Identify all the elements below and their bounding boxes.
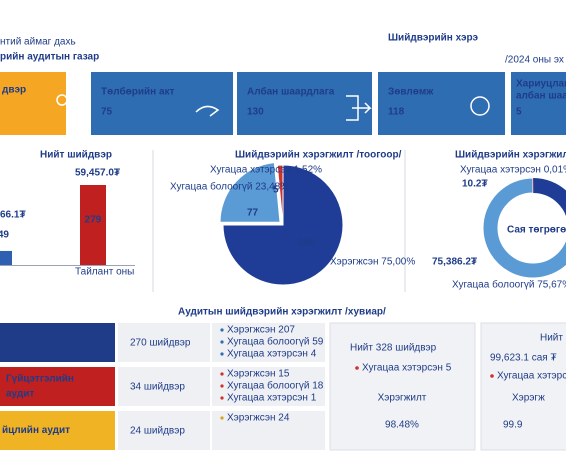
bullet — [220, 384, 224, 388]
kpi-label: Албан шаардлага — [247, 86, 335, 98]
org-line: нтий аймаг дахь — [0, 37, 76, 48]
summary-total: Нийт — [540, 333, 563, 344]
kpi-value: 118 — [388, 107, 405, 118]
icon — [195, 105, 220, 117]
subtitle: /2024 оны эх — [505, 55, 564, 66]
kpi-card — [511, 72, 566, 135]
donut-slice — [533, 178, 534, 194]
kpi-label: албан шаар — [516, 90, 566, 102]
slice-label: Хугацаа хэтэрсэн 1,52% — [210, 165, 322, 176]
row-item: Хэрэгжсэн 15 — [227, 369, 290, 380]
bar-count: 279 — [85, 215, 102, 226]
slice-label: Хугацаа болоогүй 75,67% — [452, 279, 566, 291]
row-items-bg — [212, 411, 325, 450]
bullet — [220, 416, 224, 420]
row-items-bg — [212, 323, 325, 362]
summary-rate: 99.9 — [503, 420, 523, 431]
summary-total: Нийт 328 шийдвэр — [350, 343, 437, 354]
row-name: аудит — [6, 389, 34, 400]
bar — [0, 250, 12, 265]
pie-slice — [222, 164, 344, 286]
summary-overdue: Хугацаа хэтэрсэн 5 — [362, 363, 452, 374]
row-item: Хэрэгжсэн 207 — [227, 325, 295, 336]
kpi-value: 130 — [247, 107, 264, 118]
row-count-bg — [118, 367, 210, 406]
kpi-label: двэр — [2, 85, 26, 96]
row-name: анхүүгийн аудит — [2, 337, 84, 348]
slice-label: Хэрэгжсэн 75,00% — [330, 257, 415, 268]
chart-title: Шийдвэрийн хэрэгжилт /тоогоор/ — [235, 150, 402, 161]
kpi-card — [378, 72, 505, 135]
summary-overdue: Хугацаа хэтэрс — [497, 371, 566, 382]
kpi-label: Төлбөрийн акт — [101, 86, 175, 98]
bullet — [490, 374, 494, 378]
kpi-card — [237, 72, 372, 135]
donut-center: Сая төгрөгөөр — [507, 225, 566, 236]
org-line: рийн аудитын газар — [0, 52, 99, 63]
summary-rate-label: Хэрэгж — [512, 393, 545, 404]
slice-value: 77 — [247, 208, 259, 219]
title: Шийдвэрийн хэрэ — [388, 33, 479, 44]
icon — [470, 96, 490, 116]
kpi-value: 5 — [516, 107, 522, 118]
kpi-card — [91, 72, 233, 135]
slice-amount: 10.2₮ — [462, 179, 488, 190]
bullet — [220, 352, 224, 356]
donut-slice — [482, 177, 566, 279]
summary-rate-label: Хэрэгжилт — [378, 393, 427, 404]
kpi-label: Хариуцлага — [516, 79, 566, 90]
slice-amount: 75,386.2₮ — [432, 257, 477, 268]
row-decisions: 270 шийдвэр — [130, 338, 191, 349]
section-title: Аудитын шийдвэрийн хэрэгжилт /хувиар/ — [178, 307, 386, 318]
bullet — [220, 372, 224, 376]
row-name-bg — [0, 323, 115, 362]
row-item: Хугацаа хэтэрсэн 1 — [227, 393, 317, 404]
row-item: Хугацаа болоогүй 18 — [227, 380, 324, 392]
pie-slice — [276, 164, 284, 226]
chart-title: Шийдвэрийн хэрэгжилт /сая т — [455, 150, 566, 161]
slice-value: 246 — [298, 238, 315, 249]
row-name: Гүйцэтгэлийн — [6, 374, 74, 385]
row-item: Хугацаа болоогүй 59 — [227, 336, 324, 348]
row-item: Хэрэгжсэн 24 — [227, 413, 290, 424]
bullet — [220, 328, 224, 332]
row-count-bg — [118, 411, 210, 450]
bar-count: 49 — [0, 230, 9, 241]
kpi-card — [0, 72, 66, 135]
bullet — [355, 366, 359, 370]
row-name: йцлийн аудит — [2, 425, 70, 436]
icon — [66, 94, 78, 106]
bar-amount: 66.1₮ — [0, 210, 26, 221]
chart-title: Нийт шийдвэр — [40, 150, 112, 161]
slice-value: 5 — [273, 185, 279, 196]
category-label: Тайлант оны — [75, 267, 134, 278]
row-decisions: 34 шийдвэр — [130, 382, 185, 393]
bullet — [220, 396, 224, 400]
bar — [80, 185, 106, 265]
icon — [346, 95, 372, 121]
kpi-value: 75 — [101, 107, 113, 118]
summary-box — [329, 322, 476, 451]
row-items-bg — [212, 367, 325, 406]
summary-total: 99,623.1 сая ₮ — [490, 353, 557, 364]
slice-label: Хугацаа хэтэрсэн 0,01% — [460, 165, 566, 176]
row-name-bg — [0, 411, 115, 450]
slice-label: Хугацаа болоогүй 23,48% — [170, 181, 289, 193]
bullet — [220, 340, 224, 344]
row-item: Хугацаа хэтэрсэн 4 — [227, 349, 317, 360]
summary-box — [480, 322, 566, 451]
summary-rate: 98.48% — [385, 420, 419, 431]
row-name-bg — [0, 367, 115, 406]
pie-slice — [219, 162, 281, 223]
row-count-bg — [118, 323, 210, 362]
row-decisions: 24 шийдвэр — [130, 426, 185, 437]
bar-amount: 59,457.0₮ — [75, 168, 120, 179]
kpi-label: Зөвлөмж — [388, 87, 434, 98]
